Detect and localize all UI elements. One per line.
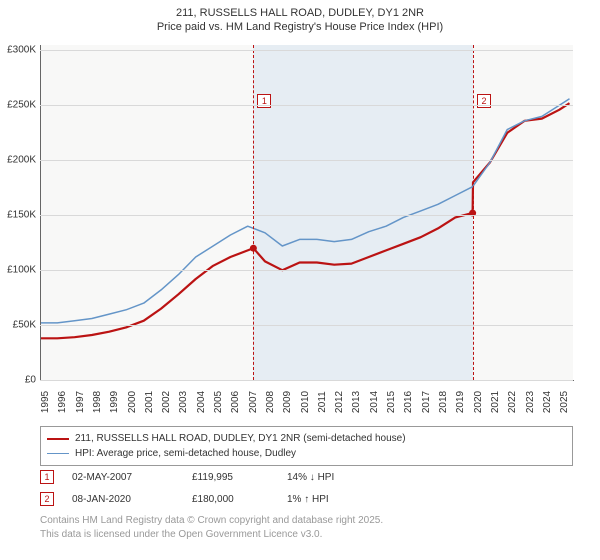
y-tick-label: £0 xyxy=(25,375,36,386)
line-svg xyxy=(40,45,573,380)
x-tick-label: 2024 xyxy=(542,391,553,413)
y-tick-label: £50K xyxy=(13,320,36,331)
x-axis: 1995 1996 1997 1998 1999 2000 2001 2002 2003 2004… xyxy=(40,380,573,430)
sales-delta: 14% ↓ HPI xyxy=(287,472,382,483)
x-tick-label: 2006 xyxy=(230,391,241,413)
x-tick-label: 2003 xyxy=(178,391,189,413)
legend-label: 211, RUSSELLS HALL ROAD, DUDLEY, DY1 2NR… xyxy=(75,431,406,446)
sale-dashed-line xyxy=(253,45,254,380)
x-tick-label: 2009 xyxy=(282,391,293,413)
x-tick-label: 2020 xyxy=(473,391,484,413)
x-tick-label: 2025 xyxy=(559,391,570,413)
y-tick-label: £250K xyxy=(7,100,36,111)
sales-table: 1 02-MAY-2007£119,99514% ↓ HPI 2 08-JAN-202… xyxy=(40,466,382,510)
x-tick-label: 1997 xyxy=(75,391,86,413)
legend-label: HPI: Average price, semi-detached house,… xyxy=(75,446,296,461)
x-tick-label: 2007 xyxy=(248,391,259,413)
x-tick-label: 2011 xyxy=(317,391,328,413)
y-tick-label: £150K xyxy=(7,210,36,221)
legend-row: 211, RUSSELLS HALL ROAD, DUDLEY, DY1 2NR… xyxy=(47,431,566,446)
sales-marker: 2 xyxy=(40,492,54,506)
x-tick-label: 2013 xyxy=(351,391,362,413)
series-price_paid xyxy=(40,103,570,338)
x-tick-label: 2022 xyxy=(507,391,518,413)
sales-price: £180,000 xyxy=(192,494,287,505)
footnote: Contains HM Land Registry data © Crown c… xyxy=(40,514,383,541)
sale-dashed-line xyxy=(473,45,474,380)
x-tick-label: 2008 xyxy=(265,391,276,413)
x-tick-label: 2000 xyxy=(127,391,138,413)
x-tick-label: 2015 xyxy=(386,391,397,413)
x-tick-label: 1999 xyxy=(109,391,120,413)
legend-box: 211, RUSSELLS HALL ROAD, DUDLEY, DY1 2NR… xyxy=(40,426,573,466)
plot-area: 12 xyxy=(40,45,573,380)
x-tick-label: 2018 xyxy=(438,391,449,413)
sales-marker: 1 xyxy=(40,470,54,484)
footnote-line-2: This data is licensed under the Open Gov… xyxy=(40,528,383,542)
sales-price: £119,995 xyxy=(192,472,287,483)
x-tick-label: 2002 xyxy=(161,391,172,413)
x-tick-label: 2014 xyxy=(369,391,380,413)
x-tick-label: 2010 xyxy=(300,391,311,413)
x-tick-label: 2005 xyxy=(213,391,224,413)
x-tick-label: 1998 xyxy=(92,391,103,413)
legend-row: HPI: Average price, semi-detached house,… xyxy=(47,446,566,461)
title-line-1: 211, RUSSELLS HALL ROAD, DUDLEY, DY1 2NR xyxy=(0,6,600,20)
x-tick-label: 2016 xyxy=(403,391,414,413)
y-axis: £0£50K£100K£150K£200K£250K£300K xyxy=(0,45,40,380)
sales-date: 08-JAN-2020 xyxy=(72,494,192,505)
x-tick-label: 2019 xyxy=(455,391,466,413)
footnote-line-1: Contains HM Land Registry data © Crown c… xyxy=(40,514,383,528)
legend-swatch xyxy=(47,438,69,440)
y-tick-label: £100K xyxy=(7,265,36,276)
y-tick-label: £300K xyxy=(7,45,36,56)
x-tick-label: 2017 xyxy=(421,391,432,413)
title-block: 211, RUSSELLS HALL ROAD, DUDLEY, DY1 2NR… xyxy=(0,0,600,39)
sales-delta: 1% ↑ HPI xyxy=(287,494,382,505)
chart-container: 211, RUSSELLS HALL ROAD, DUDLEY, DY1 2NR… xyxy=(0,0,600,560)
sales-row: 2 08-JAN-2020£180,0001% ↑ HPI xyxy=(40,488,382,510)
x-tick-label: 2012 xyxy=(334,391,345,413)
x-tick-label: 2004 xyxy=(196,391,207,413)
x-tick-label: 2001 xyxy=(144,391,155,413)
x-tick-label: 1996 xyxy=(57,391,68,413)
sales-date: 02-MAY-2007 xyxy=(72,472,192,483)
y-tick-label: £200K xyxy=(7,155,36,166)
legend-swatch xyxy=(47,453,69,454)
sales-row: 1 02-MAY-2007£119,99514% ↓ HPI xyxy=(40,466,382,488)
series-hpi xyxy=(40,99,570,323)
title-line-2: Price paid vs. HM Land Registry's House … xyxy=(0,20,600,34)
x-tick-label: 1995 xyxy=(40,391,51,413)
x-tick-label: 2023 xyxy=(525,391,536,413)
x-tick-label: 2021 xyxy=(490,391,501,413)
